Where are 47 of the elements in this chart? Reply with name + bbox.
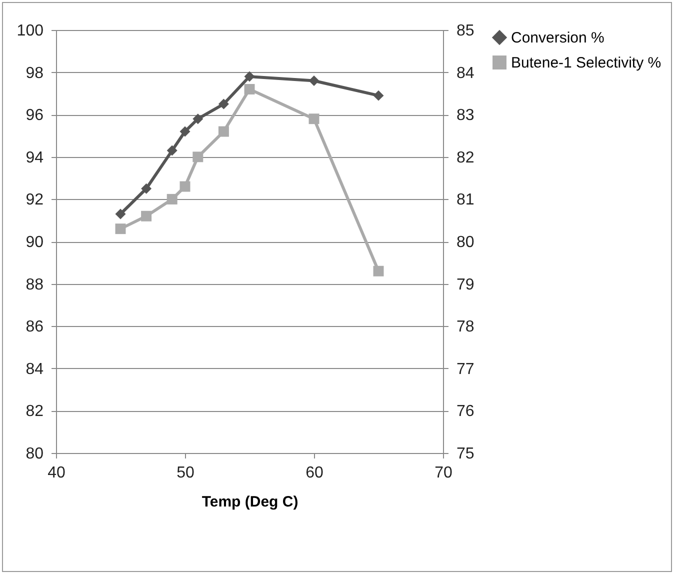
- point: [244, 71, 255, 82]
- y-tick-label: 96: [26, 107, 44, 124]
- x-tick-label: 50: [176, 464, 194, 482]
- point: [141, 210, 152, 222]
- legend-label: Conversion %: [511, 30, 604, 46]
- y2-tick-label: 79: [456, 276, 474, 294]
- legend-label: Butene-1 Selectivity %: [511, 54, 662, 72]
- point: [192, 152, 204, 162]
- y2-tick-label: 78: [456, 318, 474, 336]
- y-tick-label: 80: [26, 446, 44, 462]
- y2-tick-label: 84: [456, 64, 474, 82]
- y2-tick-label: 75: [456, 446, 474, 462]
- y2-tick-label: 80: [456, 234, 474, 251]
- point: [308, 76, 320, 86]
- y-tick-label: 82: [26, 403, 44, 420]
- point: [166, 145, 178, 156]
- y-tick-label: 92: [26, 192, 44, 209]
- point: [373, 90, 384, 101]
- point: [141, 183, 152, 194]
- point: [115, 224, 126, 234]
- y-tick-label: 86: [26, 318, 44, 336]
- point: [373, 266, 384, 276]
- point: [244, 84, 255, 94]
- x-axis-title: Temp (Deg C): [202, 494, 298, 510]
- y-tick-label: 90: [26, 234, 44, 251]
- y2-tick-label: 81: [456, 192, 474, 209]
- point: [166, 194, 178, 204]
- point: [192, 114, 204, 124]
- y2-tick-label: 83: [456, 107, 474, 124]
- y-tick-label: 100: [16, 22, 44, 40]
- point: [218, 98, 229, 110]
- x-tick-label: 70: [434, 464, 452, 482]
- point: [115, 208, 126, 220]
- y-tick-label: 94: [26, 149, 44, 166]
- y-tick-label: 88: [26, 276, 44, 294]
- point: [308, 114, 320, 124]
- point: [180, 126, 190, 137]
- y-tick-label: 98: [26, 64, 44, 82]
- y2-tick-label: 76: [456, 403, 474, 420]
- y2-tick-label: 77: [456, 360, 474, 378]
- x-tick-label: 40: [48, 464, 66, 482]
- y2-tick-label: 82: [456, 149, 474, 166]
- y-tick-label: 84: [26, 360, 44, 378]
- point: [180, 181, 190, 192]
- x-tick-label: 60: [306, 464, 324, 482]
- y2-tick-label: 85: [456, 22, 474, 40]
- point: [218, 126, 229, 137]
